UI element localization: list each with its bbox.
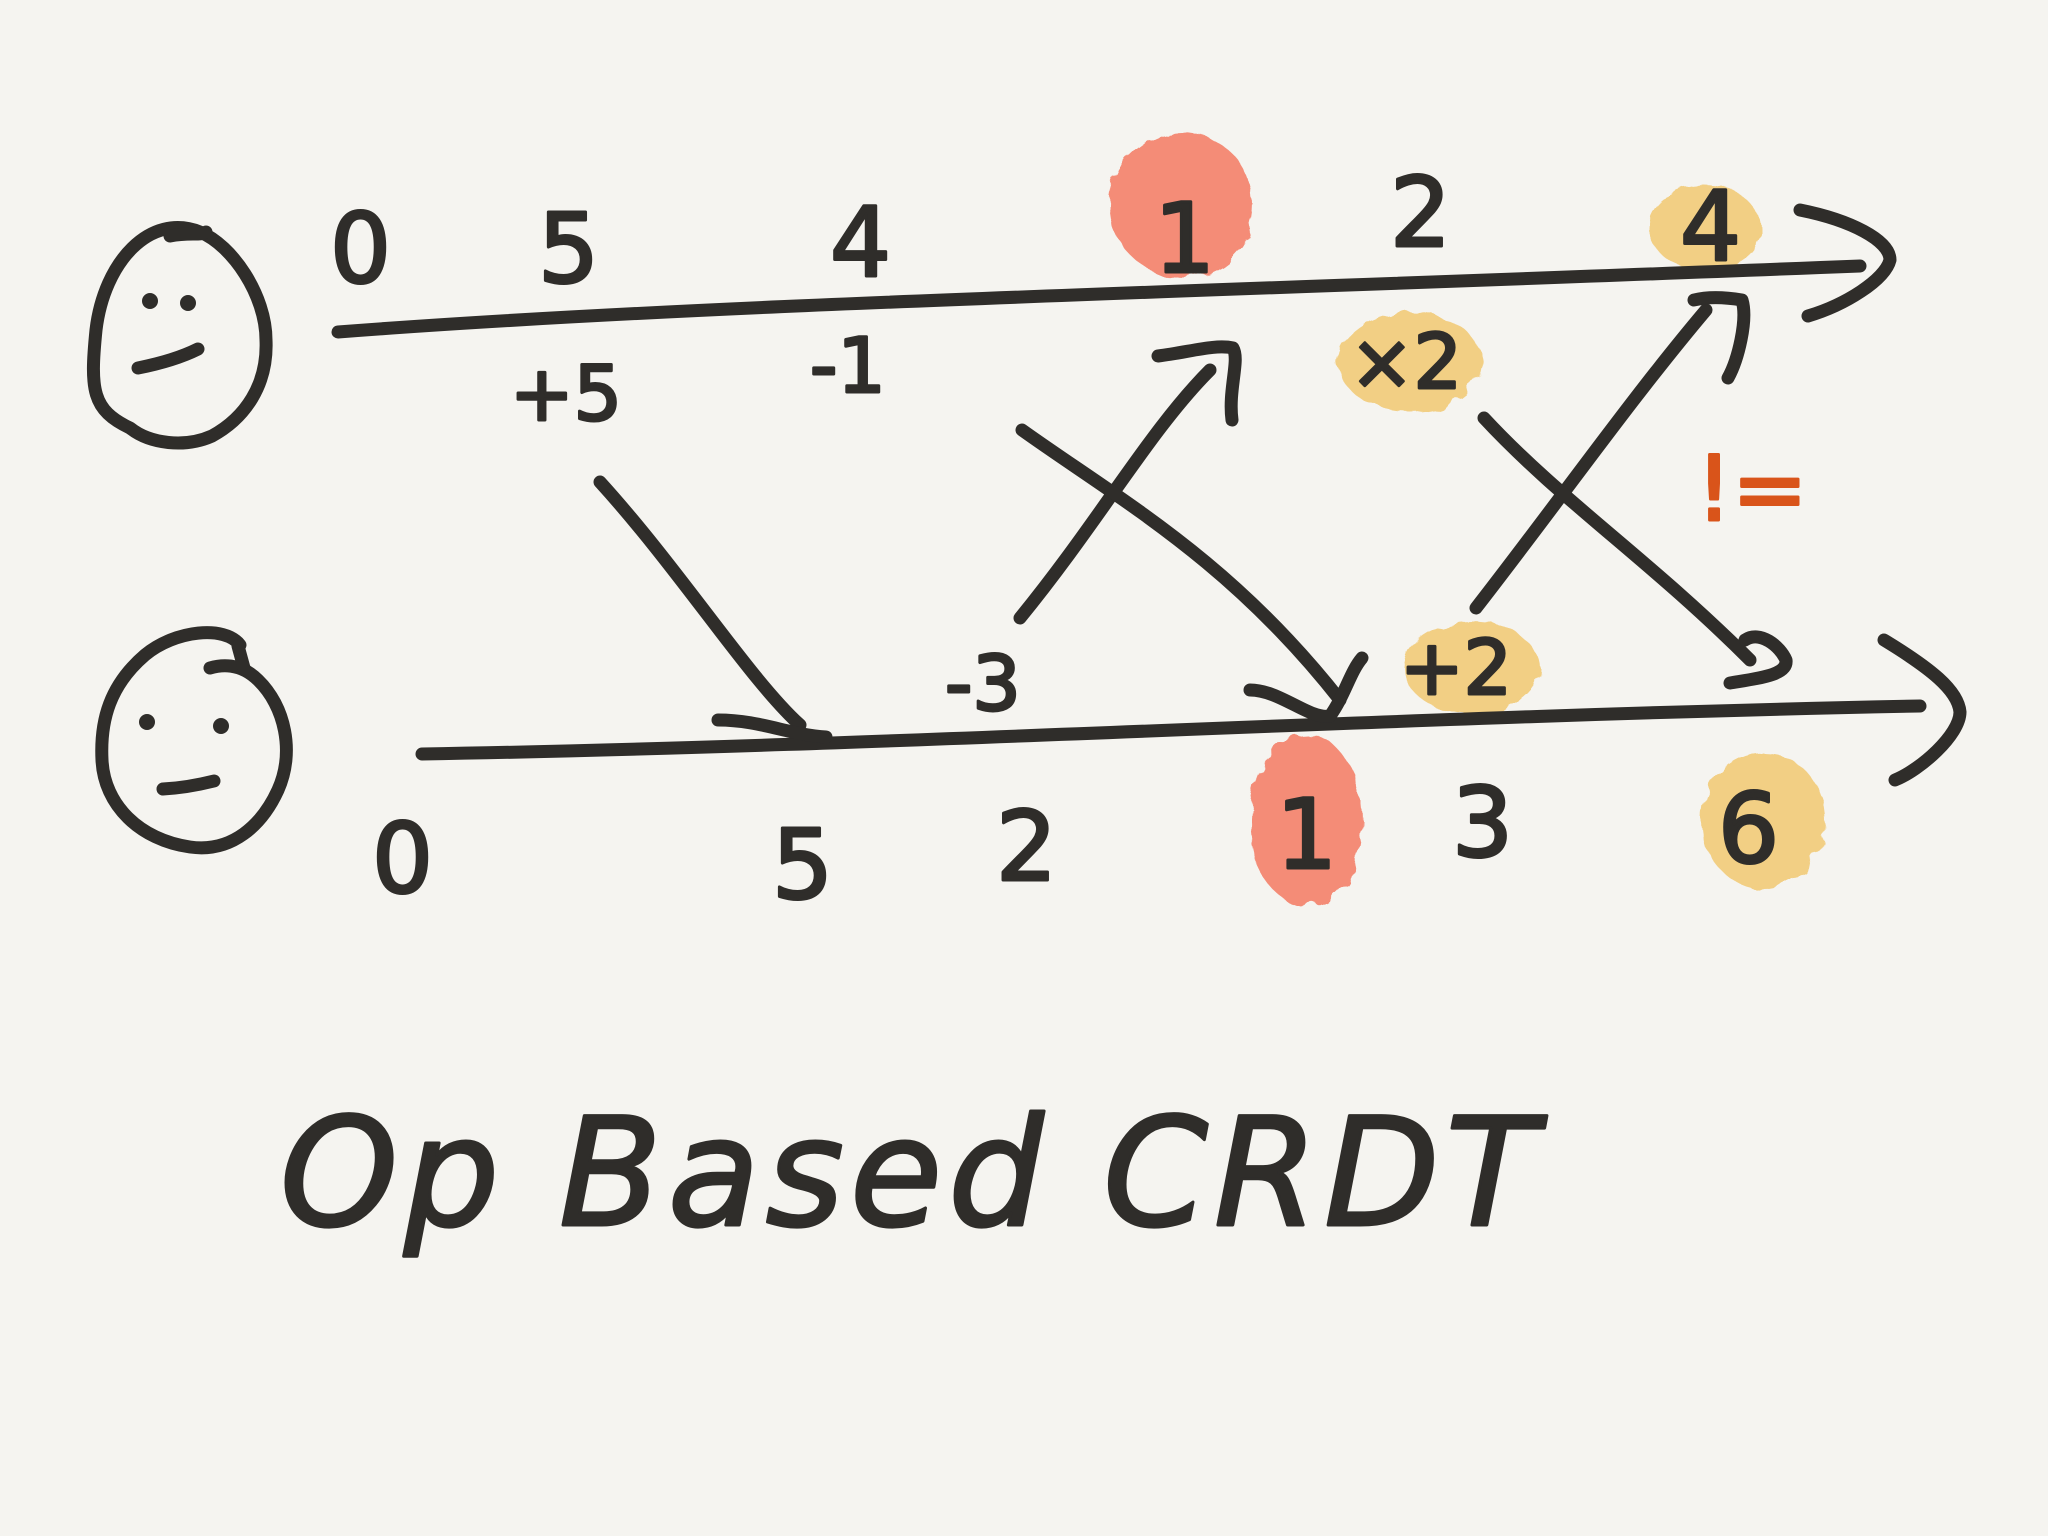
op-arrow-plus5-to-b: [593, 475, 833, 744]
replica-a-state-after-minus3: 1: [1154, 183, 1215, 295]
merge-highlight-times2: [1338, 312, 1482, 412]
replica-a-op-times2: ×2: [1350, 317, 1462, 406]
op-arrow-times2-to-b: [1477, 411, 1793, 690]
timeline-replica-b: [415, 633, 1967, 787]
replica-b-state-final: 6: [1718, 773, 1779, 885]
replica-b-state-after-plus5: 5: [772, 809, 833, 921]
merge-highlight-a-final: [1649, 186, 1761, 270]
replica-a-state-after-plus5: 5: [538, 193, 599, 305]
timeline-replica-a: [331, 203, 1897, 339]
replica-b-op-plus2: +2: [1400, 623, 1512, 712]
replica-b-op-minus3: -3: [945, 639, 1021, 728]
replica-a-state-final: 4: [1680, 171, 1741, 283]
replica-a-state-after-minus1: 4: [830, 187, 891, 299]
merge-highlight-b-final: [1701, 752, 1825, 888]
neutral-face-icon: [86, 221, 273, 450]
conflict-highlight-b: [1250, 734, 1362, 906]
replica-b-state-after-minus1: 1: [1276, 779, 1337, 891]
op-arrow-minus3-to-a: [1013, 340, 1242, 625]
replica-a-state-initial: 0: [330, 193, 391, 305]
worried-face-icon: [95, 626, 293, 855]
replica-b-state-after-plus2: 3: [1452, 767, 1513, 879]
replica-a-op-minus1: -1: [810, 321, 886, 410]
replica-b-state-initial: 0: [372, 803, 433, 915]
conflict-highlight-a: [1110, 133, 1254, 277]
replica-b-state-after-minus3: 2: [996, 791, 1057, 903]
diagram-title: Op Based CRDT: [280, 1087, 1548, 1261]
op-arrow-plus2-to-a: [1469, 291, 1751, 615]
op-arrow-minus1-to-b: [1015, 423, 1369, 723]
not-equal-mark: !=: [1696, 437, 1808, 542]
replica-a-op-plus5: +5: [510, 349, 622, 438]
merge-highlight-plus2: [1404, 622, 1540, 714]
replica-a-state-after-times2: 2: [1390, 157, 1451, 269]
